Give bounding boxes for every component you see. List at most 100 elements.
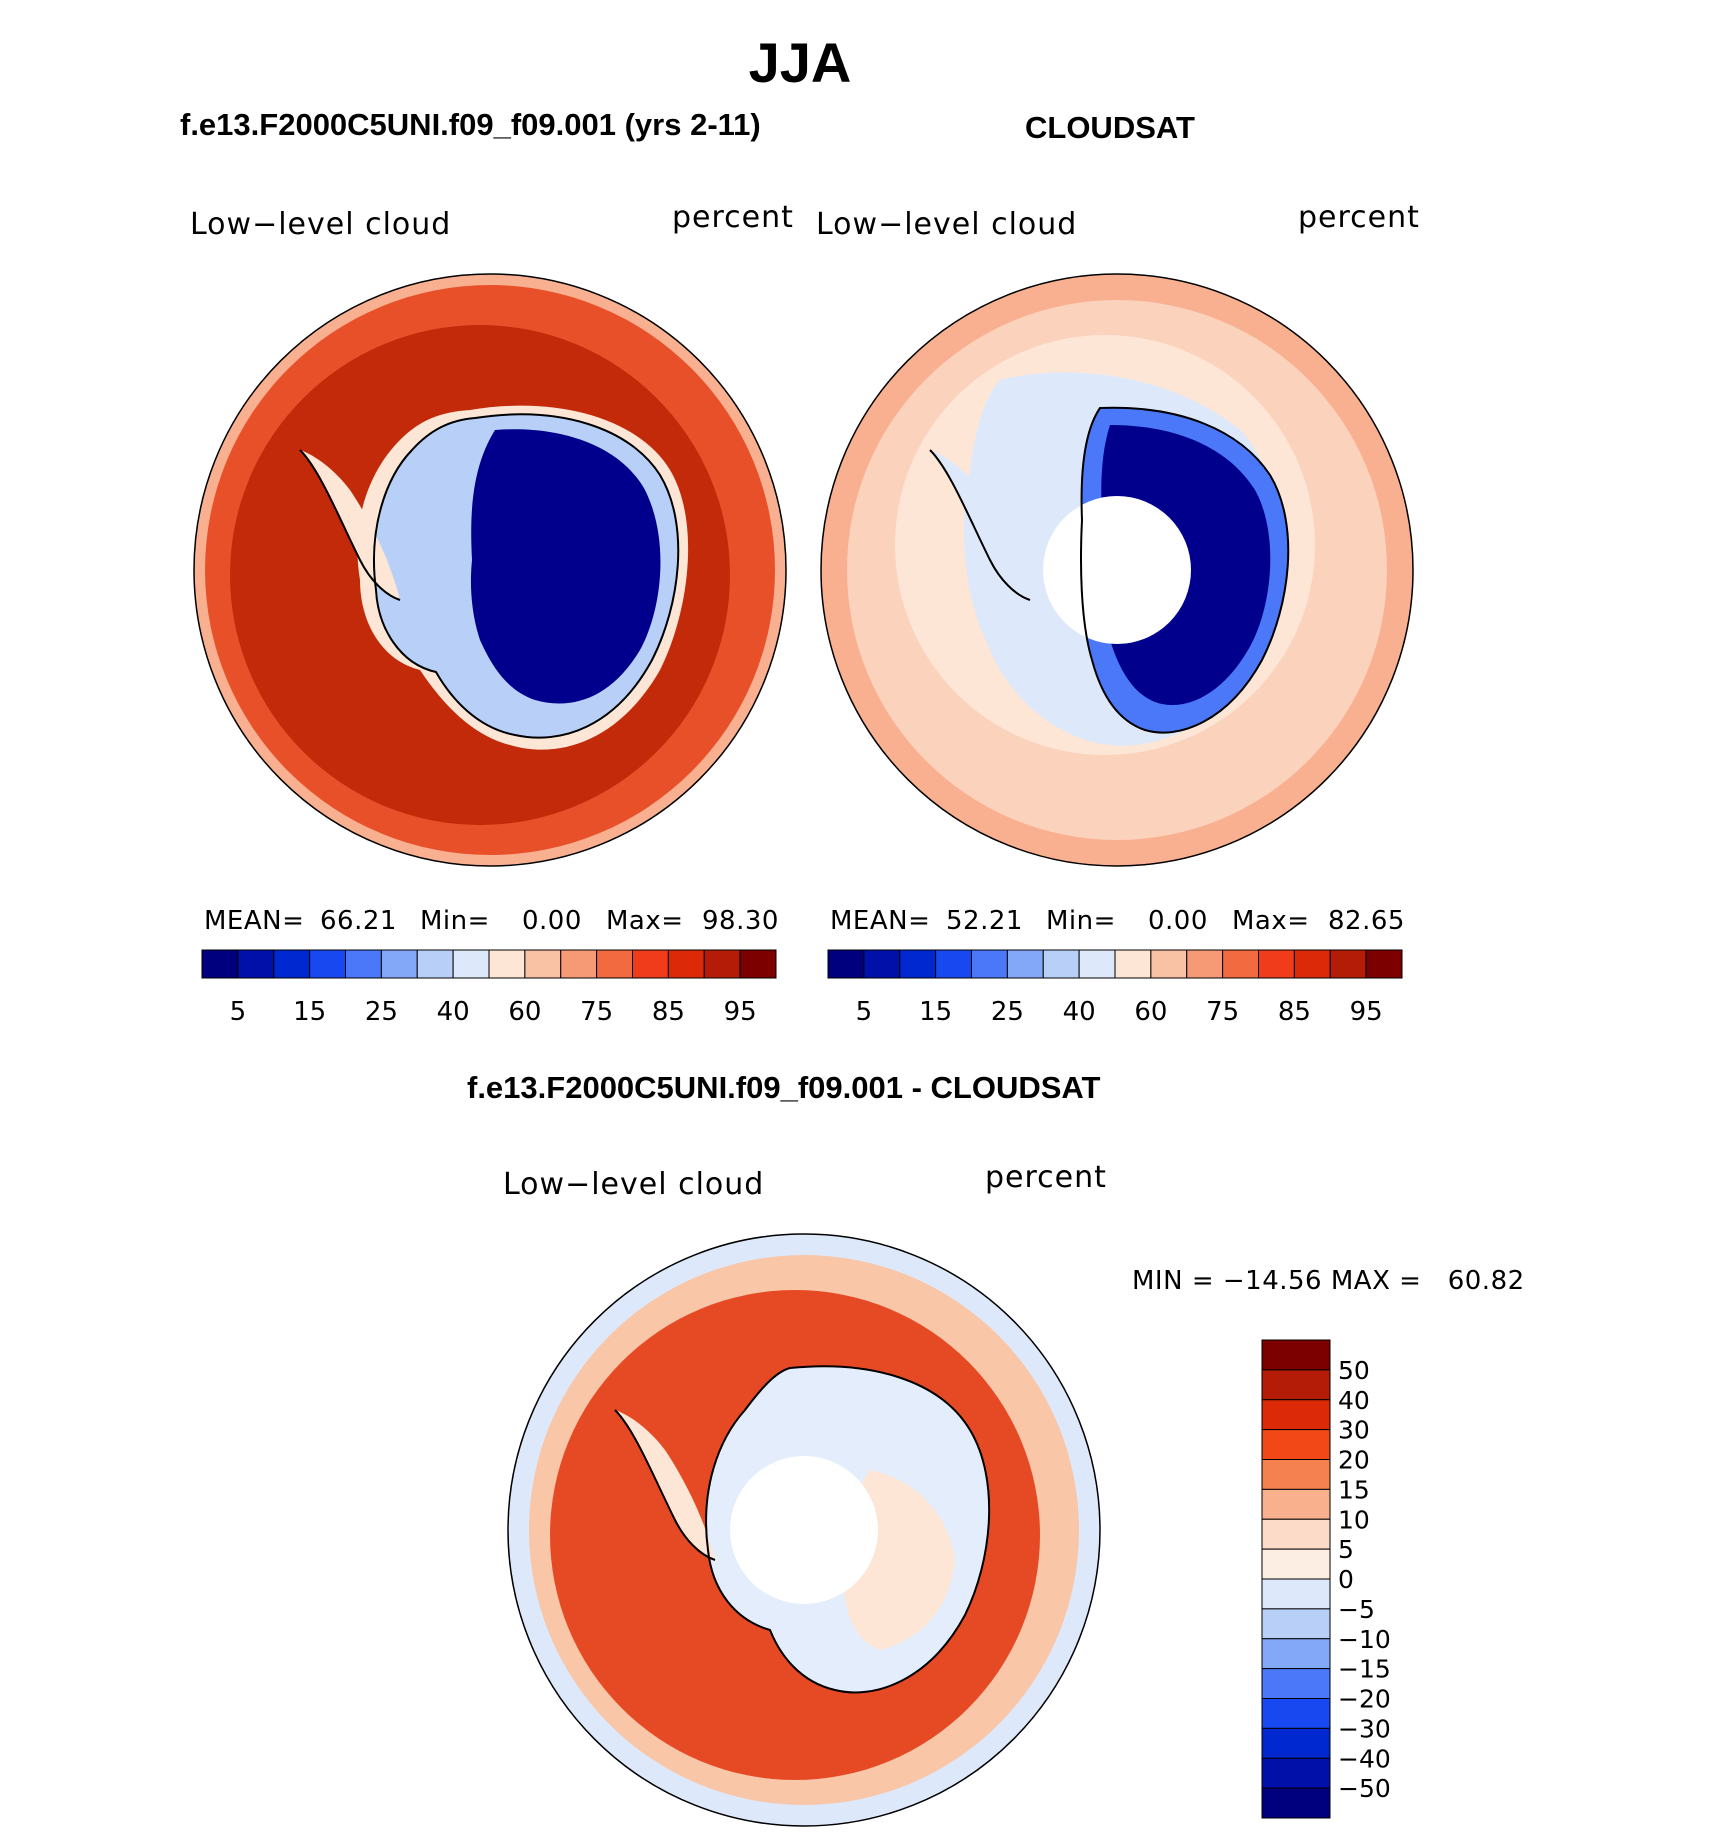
difference-colorbar-swatch [1261, 1548, 1331, 1580]
difference-colorbar-swatch [1261, 1757, 1331, 1789]
difference-title: f.e13.F2000C5UNI.f09_f09.001 - CLOUDSAT [467, 1070, 1101, 1105]
panel2-colorbar-swatch [1365, 949, 1403, 979]
difference-colorbar-swatch [1261, 1488, 1331, 1520]
difference-colorbar-swatch [1261, 1608, 1331, 1640]
panel1-min-label: Min= [420, 906, 490, 936]
panel1-colorbar-tick-label: 95 [724, 997, 757, 1027]
panel1-colorbar-swatch [416, 949, 454, 979]
panel2-colorbar-swatch [1114, 949, 1152, 979]
panel2-colorbar-tick-label: 75 [1206, 997, 1239, 1027]
panel2-mean-label: MEAN= [830, 906, 931, 936]
panel1-colorbar-swatch [273, 949, 311, 979]
difference-colorbar-tick-label: 10 [1338, 1505, 1370, 1534]
panel2-max-label: Max= [1232, 906, 1310, 936]
difference-colorbar-tick-label: 20 [1338, 1446, 1370, 1475]
panel2-coastline [1080, 406, 1290, 734]
panel1-colorbar-swatch [201, 949, 239, 979]
panel2-colorbar-tick-label: 40 [1063, 997, 1096, 1027]
panel2-colorbar-swatch [827, 949, 865, 979]
panel1-max-value: 98.30 [702, 906, 779, 936]
panel1-mean-value: 66.21 [320, 906, 397, 936]
panel2-colorbar-swatch [1329, 949, 1367, 979]
panel1-colorbar-swatch [237, 949, 275, 979]
panel2-colorbar-swatch [1150, 949, 1188, 979]
panel2-colorbar-tick-label: 60 [1134, 997, 1167, 1027]
panel1-title: f.e13.F2000C5UNI.f09_f09.001 (yrs 2-11) [180, 107, 761, 142]
panel2-map-border [820, 273, 1414, 867]
panel1-colorbar-swatch [452, 949, 490, 979]
difference-map [508, 1234, 1100, 1826]
difference-colorbar-swatch [1261, 1339, 1331, 1371]
difference-map-border [507, 1233, 1101, 1827]
difference-colorbar-tick-label: −30 [1338, 1714, 1391, 1743]
panel2-colorbar-tick-label: 85 [1278, 997, 1311, 1027]
panel1-colorbar-swatch [488, 949, 526, 979]
panel2-map [821, 274, 1413, 866]
panel2-colorbar-swatch [863, 949, 901, 979]
panel2-min-value: 0.00 [1148, 906, 1208, 936]
panel1-colorbar-tick-label: 75 [580, 997, 613, 1027]
difference-colorbar-swatch [1261, 1459, 1331, 1490]
panel2-colorbar-swatch [935, 949, 972, 979]
panel1-colorbar-swatch [739, 949, 777, 979]
difference-colorbar-tick-label: −40 [1338, 1744, 1391, 1773]
main-title: JJA [748, 31, 852, 94]
panel1-colorbar-swatch [560, 949, 598, 979]
difference-colorbar-tick-label: −50 [1338, 1774, 1391, 1803]
panel1-colorbar-swatch [345, 949, 382, 979]
panel1-colorbar-swatch [380, 949, 418, 979]
panel2-title: CLOUDSAT [1025, 110, 1195, 145]
panel1-colorbar: 5 15 25 40 60 75 85 95 [201, 949, 777, 1027]
panel1-min-value: 0.00 [522, 906, 582, 936]
panel2-min-label: Min= [1046, 906, 1116, 936]
difference-colorbar-tick-label: 40 [1338, 1386, 1370, 1415]
panel1-colorbar-tick-label: 5 [230, 997, 247, 1027]
panel2-colorbar-swatch [899, 949, 937, 979]
difference-colorbar-swatch [1261, 1638, 1331, 1670]
panel2-colorbar-swatch [1078, 949, 1116, 979]
difference-colorbar-tick-label: −20 [1338, 1685, 1391, 1714]
panel2-colorbar-swatch [1222, 949, 1259, 979]
panel1-antarctica-core [470, 429, 661, 704]
difference-units-label: percent [985, 1160, 1107, 1195]
panel2-variable-label: Low−level cloud [816, 207, 1078, 242]
difference-colorbar-tick-label: 0 [1338, 1565, 1354, 1594]
panel2-max-value: 82.65 [1328, 906, 1405, 936]
panel1-units-label: percent [672, 200, 794, 235]
panel1-colorbar-swatch [596, 949, 633, 979]
difference-colorbar-swatch [1261, 1518, 1331, 1550]
panel2-colorbar-tick-label: 95 [1350, 997, 1383, 1027]
difference-colorbar-swatch [1261, 1369, 1331, 1401]
panel2-colorbar-swatch [1186, 949, 1224, 979]
panel1-colorbar-tick-label: 60 [508, 997, 541, 1027]
difference-colorbar-tick-label: 15 [1338, 1475, 1370, 1504]
panel1-colorbar-tick-label: 85 [652, 997, 685, 1027]
difference-colorbar-swatch [1261, 1698, 1331, 1729]
panel1-colorbar-tick-label: 15 [293, 997, 326, 1027]
panel1-colorbar-swatch [309, 949, 346, 979]
difference-colorbar-tick-label: 30 [1338, 1416, 1370, 1445]
panel1-variable-label: Low−level cloud [190, 207, 452, 242]
panel1-coastline [373, 413, 680, 739]
panel2-mean-value: 52.21 [946, 906, 1023, 936]
difference-peninsula-coast [614, 1409, 716, 1561]
difference-colorbar-swatch [1261, 1727, 1331, 1759]
panel1-colorbar-swatch [703, 949, 741, 979]
panel2-colorbar-swatch [1042, 949, 1080, 979]
difference-colorbar-tick-label: 5 [1338, 1535, 1354, 1564]
panel2-colorbar-tick-label: 5 [856, 997, 873, 1027]
difference-colorbar-tick-label: −5 [1338, 1595, 1375, 1624]
panel2-units-label: percent [1298, 200, 1420, 235]
difference-colorbar-swatch [1261, 1787, 1331, 1819]
difference-colorbar-tick-label: −15 [1338, 1655, 1391, 1684]
difference-colorbar-swatch [1261, 1578, 1331, 1610]
panel1-colorbar-swatch [632, 949, 669, 979]
difference-coastline [705, 1365, 991, 1694]
panel2-colorbar: 5 15 25 40 60 75 85 95 [827, 949, 1403, 1027]
panel1-peninsula-coast [299, 449, 401, 601]
panel2-colorbar-swatch [1006, 949, 1044, 979]
panel2-colorbar-swatch [1293, 949, 1331, 979]
panel1-map-border [193, 273, 787, 867]
panel2-missing-pole [1043, 496, 1191, 644]
